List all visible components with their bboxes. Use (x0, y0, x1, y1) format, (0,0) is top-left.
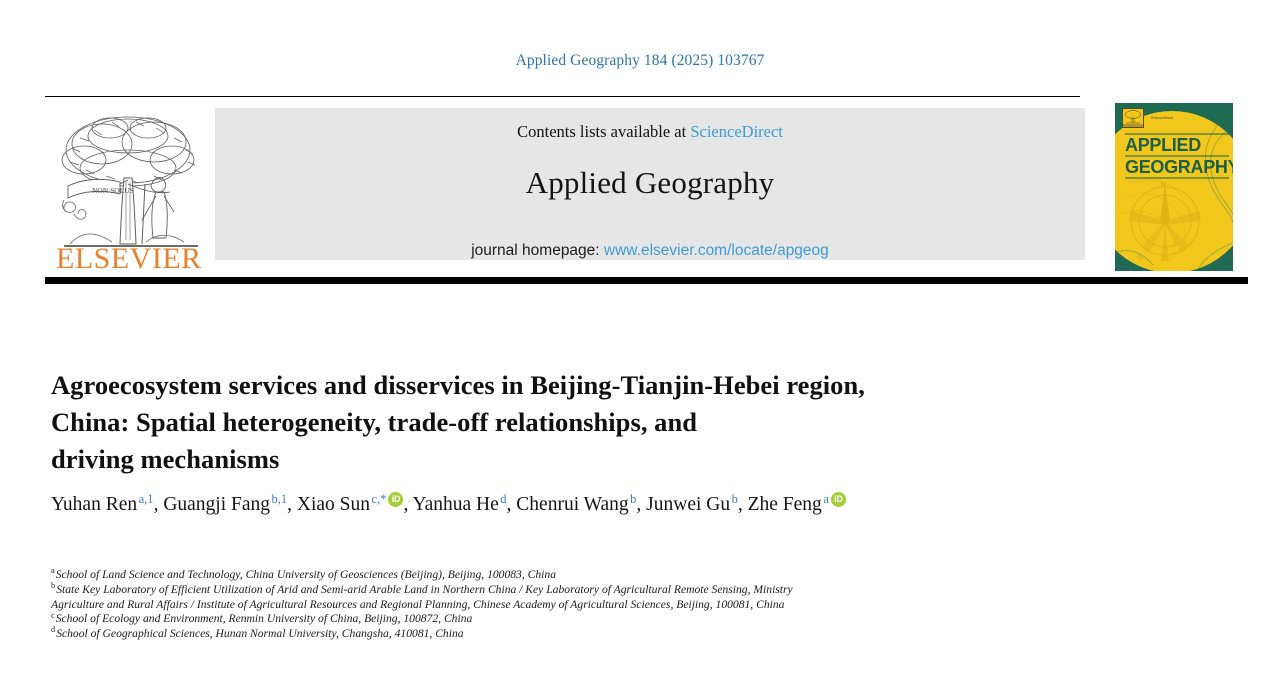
cover-rule-mid (1125, 155, 1229, 157)
compass-label-s: S (1136, 252, 1145, 262)
running-head-citation: Applied Geography 184 (2025) 103767 (515, 52, 765, 69)
elsevier-logo[interactable]: NON SOLUS ELSEVIER (50, 108, 210, 270)
author-affiliation-marker[interactable]: d (500, 491, 507, 506)
elsevier-motto: NON SOLUS (92, 186, 134, 195)
article-title-line-2: China: Spatial heterogeneity, trade-off … (51, 406, 698, 437)
cover-publisher-text: ScienceDirect (1151, 116, 1174, 120)
cover-rule-top (1125, 133, 1229, 135)
author-affiliation-marker[interactable]: b,1 (271, 491, 288, 506)
affiliation-marker: b (51, 580, 56, 590)
author-affiliation-marker[interactable]: a (823, 491, 829, 506)
orcid-icon[interactable]: iD (830, 492, 846, 507)
author-name[interactable]: Xiao Sun (296, 494, 371, 515)
author-separator: , (287, 494, 297, 515)
affiliation-text: School of Geographical Sciences, Hunan N… (56, 627, 464, 641)
affiliation-row: aSchool of Land Science and Technology, … (51, 566, 1071, 583)
affiliation-row: cSchool of Ecology and Environment, Renm… (51, 610, 1071, 627)
author-name[interactable]: Yanhua He (412, 494, 499, 515)
affiliation-continuation: Agriculture and Rural Affairs / Institut… (51, 597, 785, 611)
sciencedirect-link[interactable]: ScienceDirect (690, 122, 783, 141)
affiliation-marker: a (51, 566, 55, 576)
author-name[interactable]: Yuhan Ren (51, 494, 138, 515)
article-title: Agroecosystem services and disservices i… (51, 367, 1071, 478)
author-separator: , (153, 494, 164, 515)
article-title-line-3: driving mechanisms (51, 443, 280, 474)
journal-cover-image[interactable]: ScienceDirect APPLIED GEOGRAPHY N S (1115, 103, 1233, 271)
affiliation-marker: d (51, 625, 56, 635)
orcid-icon-label: iD (391, 494, 401, 504)
author-entry: Yuhan Ren a,1, (51, 491, 164, 515)
author-affiliation-marker[interactable]: c,* (371, 491, 387, 506)
orcid-icon-label: iD (834, 494, 843, 504)
cover-rule-bottom (1125, 177, 1229, 179)
author-entry: Zhe Feng a iD (747, 491, 846, 515)
cover-elsevier-mini-logo (1122, 108, 1144, 128)
elsevier-wordmark: ELSEVIER (56, 242, 202, 270)
author-separator: , (636, 494, 647, 515)
affiliation-text: State Key Laboratory of Efficient Utiliz… (56, 582, 793, 596)
article-title-line-1: Agroecosystem services and disservices i… (51, 369, 865, 400)
author-name[interactable]: Chenrui Wang (516, 494, 629, 515)
journal-homepage-label: journal homepage: (471, 242, 604, 259)
affiliation-text: School of Land Science and Technology, C… (55, 568, 556, 581)
affiliation-row: bState Key Laboratory of Efficient Utili… (51, 580, 1071, 598)
author-entry: Xiao Sun c,* iD, (296, 491, 413, 515)
cover-word-applied: APPLIED (1125, 135, 1201, 155)
author-entry: Chenrui Wang b, (516, 491, 647, 515)
cover-title-block: APPLIED GEOGRAPHY (1125, 133, 1233, 180)
author-separator: , (403, 494, 413, 515)
affiliation-row: dSchool of Geographical Sciences, Hunan … (51, 625, 1071, 642)
affiliation-marker: c (51, 610, 55, 620)
author-list: Yuhan Ren a,1, Guangji Fang b,1, Xiao Sun c… (51, 488, 1081, 522)
masthead-top-rule (45, 96, 1080, 97)
journal-masthead: NON SOLUS ELSEVIER Contents lists availa… (45, 96, 1248, 284)
author-affiliation-marker[interactable]: a,1 (138, 491, 154, 506)
author-affiliation-marker[interactable]: b (630, 491, 637, 506)
author-name[interactable]: Zhe Feng (747, 494, 822, 515)
journal-homepage-link[interactable]: www.elsevier.com/locate/apgeog (603, 242, 829, 259)
affiliation-list: aSchool of Land Science and Technology, … (51, 566, 1071, 642)
author-name[interactable]: Junwei Gu (646, 494, 731, 515)
journal-title: Applied Geography (525, 165, 775, 200)
journal-banner: Contents lists available at ScienceDirec… (215, 108, 1085, 260)
cover-compass-rose: N S (1129, 182, 1201, 263)
author-affiliation-marker[interactable]: b (731, 491, 738, 506)
contents-lists-prefix: Contents lists available at (517, 122, 691, 141)
author-separator: , (737, 494, 748, 515)
journal-homepage-line: journal homepage: www.elsevier.com/locat… (215, 242, 1085, 260)
cover-word-geography: GEOGRAPHY (1125, 157, 1233, 177)
orcid-icon[interactable]: iD (388, 492, 404, 507)
compass-label-n: N (1161, 182, 1166, 189)
affiliation-text: School of Ecology and Environment, Renmi… (55, 612, 473, 626)
masthead-bottom-rule (45, 277, 1248, 284)
cover-gold-circle (1115, 111, 1233, 271)
author-entry: Guangji Fang b,1, (163, 491, 297, 515)
author-entry: Yanhua He d, (412, 491, 517, 515)
contents-lists-line: Contents lists available at ScienceDirec… (215, 122, 1085, 142)
author-separator: , (506, 494, 517, 515)
author-entry: Junwei Gu b, (646, 491, 748, 515)
author-name[interactable]: Guangji Fang (163, 494, 271, 515)
